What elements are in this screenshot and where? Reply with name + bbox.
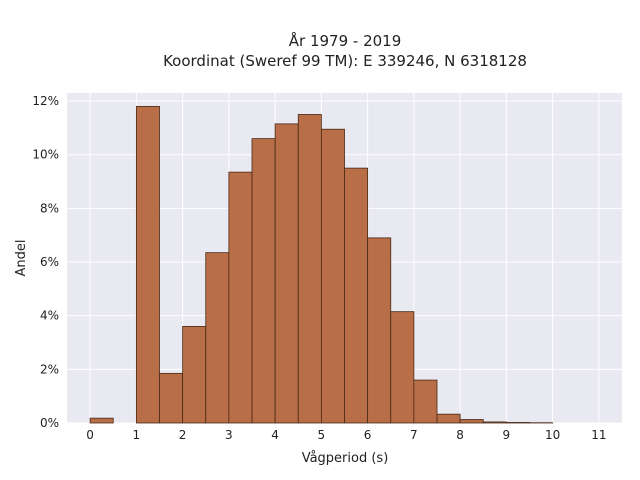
x-tick-label: 0 bbox=[86, 428, 94, 442]
histogram-bar bbox=[297, 114, 322, 424]
y-tick-label: 8% bbox=[40, 201, 59, 215]
histogram-bar bbox=[89, 417, 114, 424]
y-tick-label: 4% bbox=[40, 309, 59, 323]
x-axis-label: Vågperiod (s) bbox=[302, 451, 389, 466]
histogram-bar bbox=[413, 379, 438, 424]
x-axis-ticks: 0 1 2 3 4 5 6 7 8 9 10 11 bbox=[86, 428, 606, 442]
x-tick-label: 11 bbox=[591, 428, 606, 442]
histogram-bar bbox=[505, 422, 530, 424]
x-tick-label: 3 bbox=[225, 428, 233, 442]
x-tick-label: 7 bbox=[410, 428, 418, 442]
histogram-bar bbox=[436, 413, 461, 424]
x-tick-label: 5 bbox=[318, 428, 326, 442]
x-tick-label: 1 bbox=[133, 428, 141, 442]
histogram-bar bbox=[344, 167, 369, 424]
histogram-bar bbox=[159, 372, 184, 424]
x-tick-label: 4 bbox=[271, 428, 279, 442]
chart-subtitle: Koordinat (Sweref 99 TM): E 339246, N 63… bbox=[163, 52, 527, 70]
x-tick-label: 8 bbox=[456, 428, 464, 442]
x-tick-label: 6 bbox=[364, 428, 372, 442]
x-tick-label: 9 bbox=[503, 428, 511, 442]
y-axis-label: Andel bbox=[14, 240, 29, 277]
histogram-bar bbox=[251, 138, 276, 424]
y-tick-label: 6% bbox=[40, 255, 59, 269]
y-tick-label: 0% bbox=[40, 416, 59, 430]
y-axis-ticks: 0% 2% 4% 6% 8% 10% 12% bbox=[32, 94, 59, 430]
histogram-bar bbox=[482, 421, 507, 424]
histogram-bar bbox=[367, 237, 392, 424]
y-tick-label: 2% bbox=[40, 362, 59, 376]
x-tick-label: 10 bbox=[545, 428, 560, 442]
histogram-bar bbox=[182, 326, 207, 424]
histogram-bar bbox=[390, 311, 415, 424]
y-tick-label: 10% bbox=[32, 148, 59, 162]
histogram-bar bbox=[274, 123, 299, 424]
chart-title: År 1979 - 2019 bbox=[289, 31, 402, 50]
bars bbox=[89, 106, 554, 424]
histogram-bar bbox=[228, 171, 253, 424]
y-tick-label: 12% bbox=[32, 94, 59, 108]
x-tick-label: 2 bbox=[179, 428, 187, 442]
histogram-bar bbox=[205, 252, 230, 424]
histogram-bar bbox=[459, 419, 484, 424]
histogram-bar bbox=[135, 106, 160, 424]
histogram-bar bbox=[320, 128, 345, 424]
